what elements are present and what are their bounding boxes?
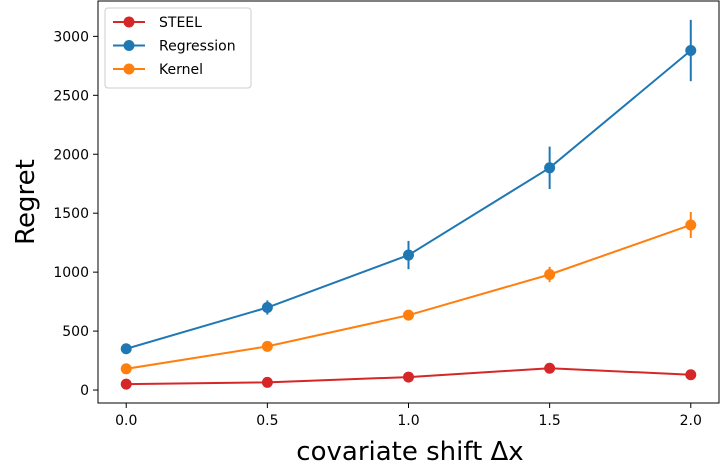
legend-marker-regression — [123, 40, 135, 51]
series-kernel — [120, 212, 697, 375]
data-point-regression — [544, 162, 556, 174]
legend-label-kernel: Kernel — [159, 62, 203, 78]
x-tick-label: 0.5 — [256, 413, 278, 429]
y-axis-ticks: 0 500 1000 1500 2000 2500 3000 — [53, 29, 98, 399]
series-regression — [120, 19, 697, 355]
y-tick-label: 3000 — [53, 29, 89, 45]
data-point-steel — [261, 376, 273, 388]
y-tick-label: 0 — [80, 383, 89, 399]
data-point-kernel — [261, 340, 273, 352]
data-point-regression — [261, 302, 273, 314]
data-point-regression — [120, 343, 132, 355]
y-tick-label: 2000 — [53, 147, 89, 163]
series-layer — [120, 19, 697, 390]
x-tick-label: 2.0 — [680, 413, 702, 429]
y-axis-label: Regret — [11, 159, 41, 245]
legend-label-steel: STEEL — [159, 15, 202, 31]
legend-marker-kernel — [123, 63, 135, 75]
y-tick-label: 500 — [62, 324, 89, 340]
legend-label-regression: Regression — [159, 39, 236, 55]
y-tick-label: 2500 — [53, 88, 89, 104]
x-tick-label: 0.0 — [115, 413, 137, 429]
data-point-steel — [403, 371, 414, 383]
x-axis-ticks: 0.0 0.5 1.0 1.5 2.0 — [115, 403, 702, 429]
x-tick-label: 1.5 — [539, 413, 561, 429]
data-point-steel — [120, 378, 132, 390]
y-tick-label: 1000 — [53, 265, 89, 281]
data-point-regression — [685, 45, 697, 57]
x-tick-label: 1.0 — [397, 413, 419, 429]
data-point-steel — [544, 362, 556, 374]
legend: STEEL Regression Kernel — [104, 7, 252, 89]
data-point-kernel — [120, 363, 132, 375]
y-tick-label: 1500 — [53, 206, 89, 222]
data-point-steel — [685, 369, 697, 381]
data-point-kernel — [544, 269, 556, 281]
data-point-kernel — [685, 219, 697, 231]
series-line-regression — [125, 49, 692, 350]
data-point-kernel — [403, 309, 414, 321]
legend-marker-steel — [123, 16, 135, 28]
x-axis-label: covariate shift Δx — [296, 437, 523, 467]
series-steel — [120, 362, 697, 390]
data-point-regression — [403, 249, 414, 261]
